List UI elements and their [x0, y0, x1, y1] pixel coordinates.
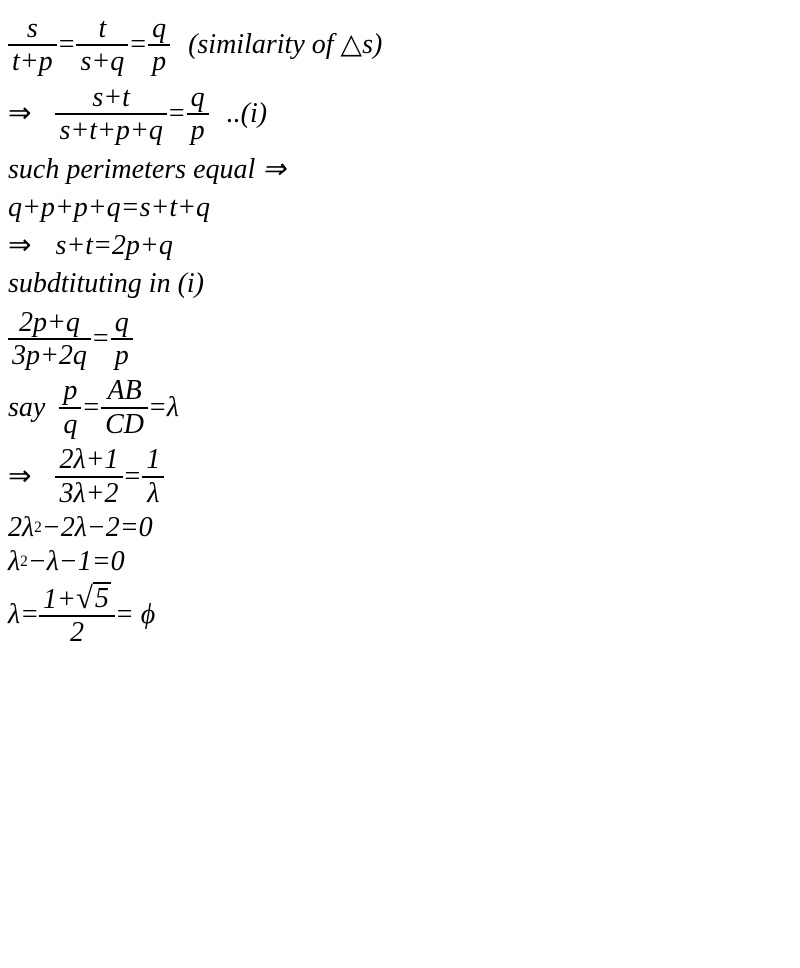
denominator: p: [148, 47, 170, 76]
denominator: s+t+p+q: [55, 116, 166, 145]
numerator: s: [23, 14, 42, 43]
denominator: CD: [101, 410, 148, 439]
numerator: t: [94, 14, 110, 43]
equation-body: s+t=2p+q: [55, 232, 172, 260]
implies-icon: ⇒: [8, 232, 31, 260]
text-line-6: subdtituting in (i): [8, 270, 792, 298]
equals: =: [130, 31, 146, 59]
equation-line-2: ⇒ s+t s+t+p+q = q p ..(i): [8, 83, 792, 146]
note-close: s): [362, 29, 382, 60]
fraction: AB CD: [101, 376, 148, 439]
denominator: p: [187, 116, 209, 145]
denominator: q: [59, 410, 81, 439]
note-open: (similarity of: [188, 29, 340, 60]
fraction: s t+p: [8, 14, 57, 77]
exponent: 2: [20, 554, 28, 569]
term: 2λ: [8, 514, 34, 542]
numerator: q: [187, 83, 209, 112]
equation-line-8: say p q = AB CD =λ: [8, 376, 792, 439]
fraction: p q: [59, 376, 81, 439]
equation-line-1: s t+p = t s+q = q p (similarity of △s): [8, 14, 792, 77]
numerator: 2p+q: [15, 308, 84, 337]
note-text: (similarity of △s): [188, 31, 382, 59]
denominator: 2: [66, 618, 88, 647]
equation-line-9: ⇒ 2λ+1 3λ+2 = 1 λ: [8, 445, 792, 508]
equals: =: [59, 31, 75, 59]
denominator: λ: [143, 479, 163, 508]
equation-label: ..(i): [227, 100, 267, 128]
lambda-equals: λ=: [8, 601, 39, 629]
numerator: 1: [142, 445, 164, 474]
equals-lambda: =λ: [148, 394, 179, 422]
implies-icon: ⇒: [8, 463, 31, 491]
denominator: t+p: [8, 47, 57, 76]
numerator: AB: [103, 376, 145, 405]
sqrt: √5: [76, 582, 111, 614]
equals: =: [125, 463, 141, 491]
numerator: 1+√5: [39, 582, 115, 614]
equation-line-5: ⇒ s+t=2p+q: [8, 232, 792, 260]
numerator: q: [148, 14, 170, 43]
fraction: t s+q: [76, 14, 128, 77]
denominator: 3p+2q: [8, 341, 91, 370]
sqrt-icon: √: [76, 582, 93, 614]
fraction: 2λ+1 3λ+2: [55, 445, 122, 508]
exponent: 2: [34, 520, 42, 535]
triangle-icon: △: [341, 29, 363, 60]
equation-line-12: λ= 1+√5 2 = ϕ: [8, 582, 792, 648]
numerator: p: [59, 376, 81, 405]
rest: −2λ−2=0: [42, 514, 153, 542]
numerator: s+t: [88, 83, 134, 112]
equals: =: [93, 325, 109, 353]
fraction: 1 λ: [142, 445, 164, 508]
equation-line-10: 2λ2−2λ−2=0: [8, 514, 792, 542]
equals-phi: = ϕ: [115, 601, 155, 629]
equals: =: [83, 394, 99, 422]
denominator: p: [111, 341, 133, 370]
implies-icon: ⇒: [8, 100, 31, 128]
denominator: s+q: [76, 47, 128, 76]
say-text: say: [8, 394, 45, 422]
equals: =: [169, 100, 185, 128]
numerator: 2λ+1: [55, 445, 122, 474]
term: λ: [8, 548, 20, 576]
rest: −λ−1=0: [28, 548, 125, 576]
fraction: s+t s+t+p+q: [55, 83, 166, 146]
sqrt-arg: 5: [93, 582, 111, 613]
fraction: 1+√5 2: [39, 582, 115, 648]
text-line-3: such perimeters equal ⇒: [8, 156, 792, 184]
fraction: q p: [148, 14, 170, 77]
fraction: q p: [111, 308, 133, 371]
num-part: 1+: [43, 584, 76, 615]
equation-line-11: λ2−λ−1=0: [8, 548, 792, 576]
numerator: q: [111, 308, 133, 337]
equation-line-4: q+p+p+q=s+t+q: [8, 194, 792, 222]
equation-line-7: 2p+q 3p+2q = q p: [8, 308, 792, 371]
fraction: 2p+q 3p+2q: [8, 308, 91, 371]
fraction: q p: [187, 83, 209, 146]
denominator: 3λ+2: [55, 479, 122, 508]
